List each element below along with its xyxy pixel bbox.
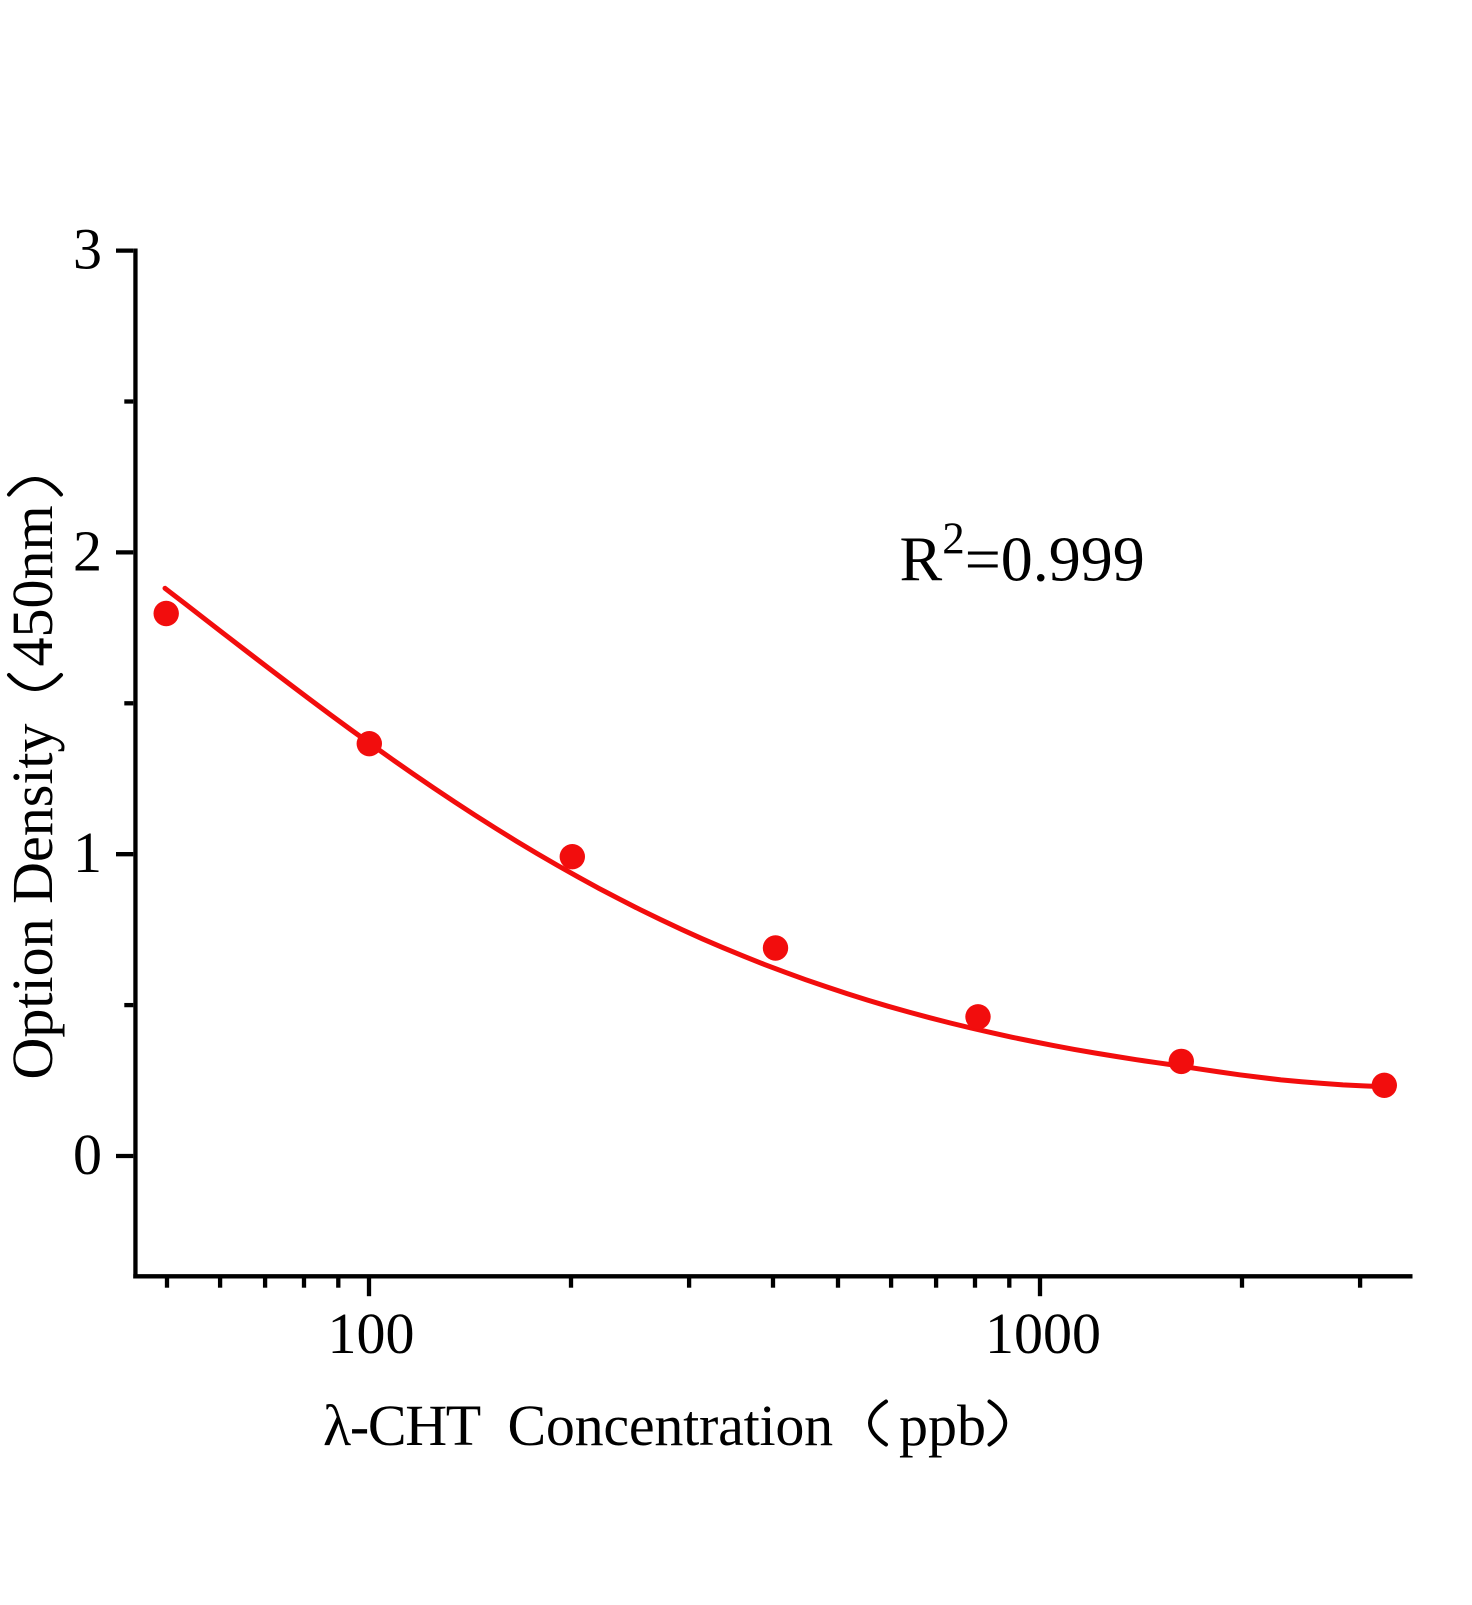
svg-text:2: 2 — [73, 518, 102, 583]
svg-text:Option Density: Option Density — [0, 723, 65, 1079]
svg-text:100: 100 — [328, 1301, 415, 1366]
svg-text:Concentration: Concentration — [508, 1393, 834, 1458]
svg-text:3: 3 — [73, 217, 102, 282]
svg-text:1: 1 — [73, 820, 102, 885]
svg-text:0: 0 — [73, 1122, 102, 1187]
svg-text:R2=0.999: R2=0.999 — [900, 514, 1145, 595]
svg-text:λ-CHT: λ-CHT — [323, 1393, 481, 1458]
svg-text:1000: 1000 — [985, 1301, 1101, 1366]
svg-text:ppb: ppb — [899, 1393, 986, 1458]
svg-text:450nm: 450nm — [0, 505, 65, 666]
